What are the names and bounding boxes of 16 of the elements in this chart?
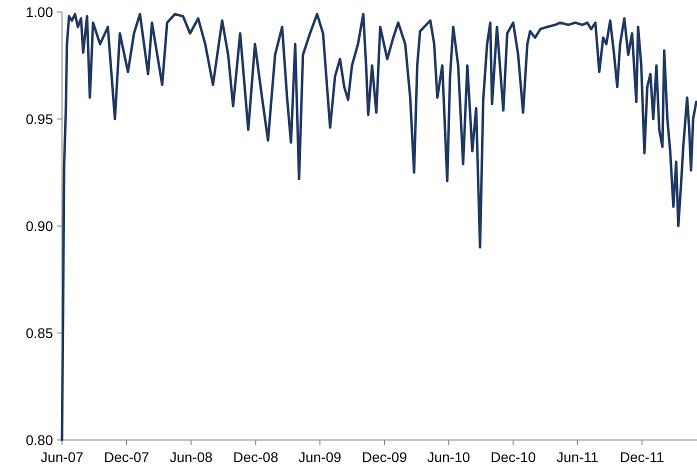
y-tick-label: 0.80: [26, 432, 54, 448]
x-tick-label: Jun-09: [298, 449, 342, 465]
x-tick-label: Dec-11: [620, 449, 664, 465]
x-tick-label: Jun-10: [427, 449, 470, 465]
x-tick-label: Jun-07: [40, 449, 84, 465]
line-series: [60, 12, 697, 442]
y-tick-label: 0.95: [26, 110, 54, 127]
x-tick-label: Dec-07: [104, 449, 150, 465]
y-tick-label: 1.00: [26, 4, 54, 20]
x-tick-label: Dec-08: [233, 449, 278, 465]
x-tick-label: Dec-10: [490, 449, 536, 465]
x-tick-label: Jun-11: [556, 449, 598, 465]
x-tick-label: Dec-09: [362, 449, 408, 465]
x-tick-label: Jun-08: [170, 449, 213, 465]
y-tick-label: 0.90: [26, 218, 54, 234]
y-tick-label: 0.85: [26, 324, 54, 341]
